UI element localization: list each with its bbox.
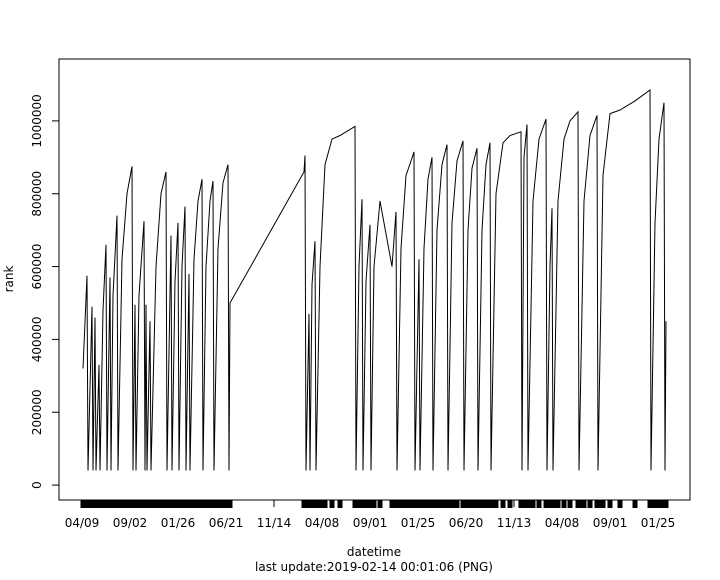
y-tick-label: 0	[30, 481, 44, 489]
x-tick-label: 11/13	[497, 516, 532, 530]
rank-line	[82, 89, 667, 471]
x-tick-label: 09/02	[113, 516, 148, 530]
x-tick-label: 06/20	[449, 516, 484, 530]
x-tick-label: 09/01	[593, 516, 628, 530]
y-tick-label: 1000000	[30, 94, 44, 147]
x-tick-label: 11/14	[257, 516, 292, 530]
y-tick-label: 400000	[30, 316, 44, 362]
x-tick-label: 01/25	[641, 516, 676, 530]
x-axis-label: datetime	[347, 545, 401, 559]
y-tick-label: 800000	[30, 171, 44, 217]
x-tick-label: 04/09	[65, 516, 100, 530]
x-tick-label: 01/25	[401, 516, 436, 530]
y-tick-label: 600000	[30, 244, 44, 290]
x-tick-label: 06/21	[209, 516, 244, 530]
update-note: last update:2019-02-14 00:01:06 (PNG)	[255, 560, 493, 574]
x-tick-label: 01/26	[161, 516, 196, 530]
x-tick-label: 09/01	[353, 516, 388, 530]
y-tick-label: 200000	[30, 389, 44, 435]
x-tick-label: 04/08	[545, 516, 580, 530]
y-axis-label: rank	[2, 266, 16, 293]
x-tick-label: 04/08	[305, 516, 340, 530]
